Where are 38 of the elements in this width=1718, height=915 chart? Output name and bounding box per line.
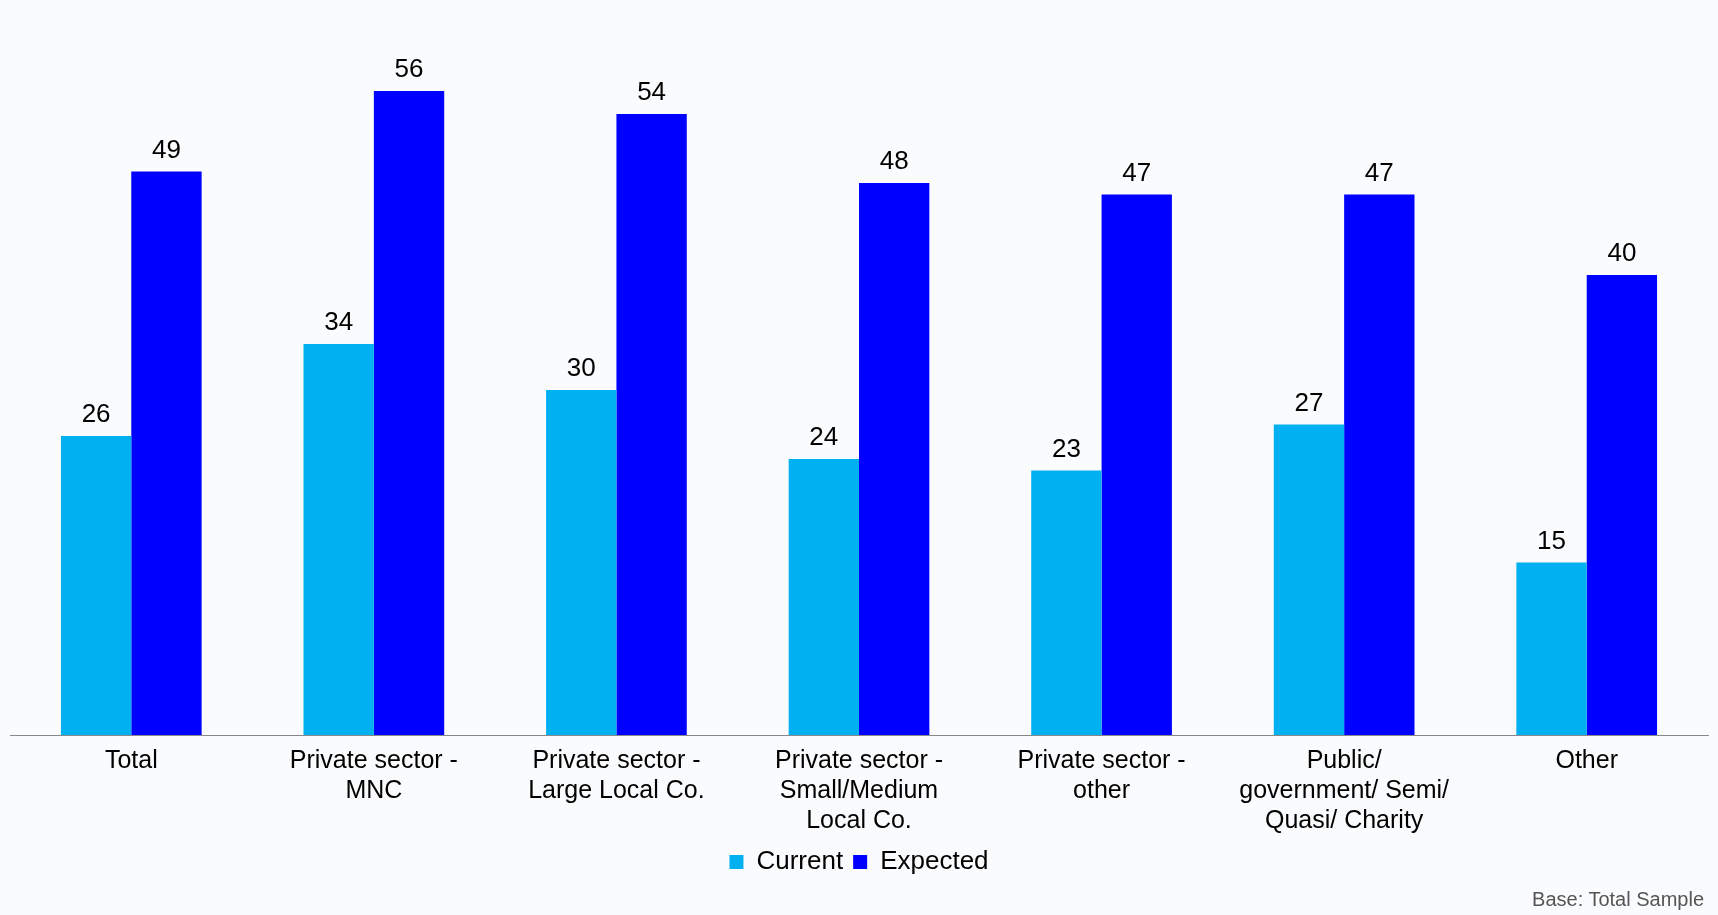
x-tick-label: Other <box>1555 744 1618 773</box>
bar <box>1516 562 1587 735</box>
x-tick-label: Private sector - Large Local Co. <box>528 744 705 803</box>
legend-label: Current <box>756 845 844 876</box>
bar <box>1031 470 1102 735</box>
data-label: 40 <box>1607 237 1637 268</box>
data-label: 27 <box>1294 386 1324 417</box>
x-tick-label: Private sector - other <box>1017 744 1186 803</box>
data-label: 15 <box>1537 524 1566 555</box>
bar <box>616 114 687 735</box>
data-label: 49 <box>152 133 181 164</box>
bar <box>60 436 132 735</box>
bar <box>131 171 202 735</box>
data-label: 23 <box>1051 432 1081 463</box>
legend-label: Expected <box>880 845 989 876</box>
data-label: 30 <box>566 352 596 383</box>
x-tick-label: Private sector - MNC <box>289 744 458 803</box>
data-label: 56 <box>394 53 424 84</box>
data-label: 24 <box>809 421 839 452</box>
bar <box>373 91 445 735</box>
data-label: 26 <box>81 398 111 429</box>
text: Base: Total Sample <box>1532 888 1704 911</box>
bar <box>859 183 930 735</box>
data-label: 48 <box>879 145 909 176</box>
bar <box>1344 194 1415 735</box>
bar <box>1101 194 1172 735</box>
bar <box>546 390 617 735</box>
bar <box>1273 424 1345 735</box>
bar <box>788 459 859 735</box>
data-label: 54 <box>637 76 667 107</box>
bar <box>303 344 374 735</box>
bar <box>1586 275 1658 735</box>
x-tick-label: Total <box>104 744 158 773</box>
x-tick-label: Private sector - Small/Medium Local Co. <box>774 744 944 833</box>
data-label: 47 <box>1364 156 1394 187</box>
data-label: 34 <box>324 306 354 337</box>
x-tick-label: Public/ government/ Semi/ Quasi/ Charity <box>1239 744 1450 833</box>
data-label: 47 <box>1122 156 1152 187</box>
